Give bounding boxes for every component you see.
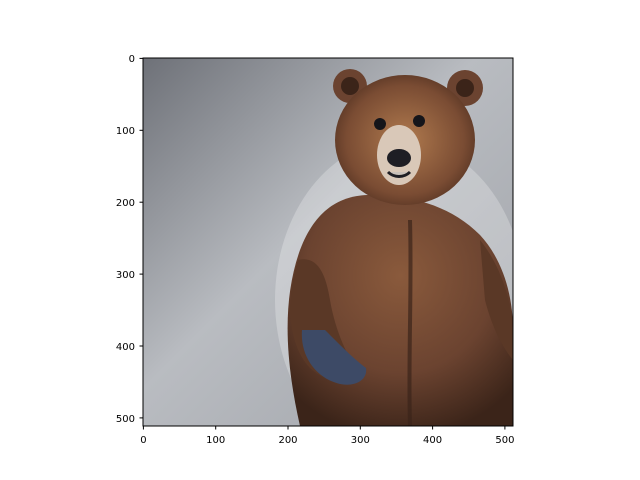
bear-right-arm <box>480 240 513 360</box>
x-axis: 0 100 200 300 400 500 <box>140 426 514 446</box>
y-tick-label: 100 <box>116 126 135 137</box>
y-axis: 0 100 200 300 400 500 <box>116 54 143 425</box>
x-tick-label: 500 <box>495 435 514 446</box>
bear-left-eye <box>374 118 386 130</box>
bear-photo <box>143 58 513 426</box>
y-tick-label: 0 <box>129 54 135 65</box>
y-tick-label: 200 <box>116 198 135 209</box>
bear-nose <box>387 149 411 167</box>
bear-left-paw <box>301 330 367 385</box>
bear-right-eye <box>413 115 425 127</box>
x-tick-label: 200 <box>278 435 297 446</box>
x-tick-label: 0 <box>140 435 146 446</box>
axes-frame <box>142 57 514 427</box>
x-tick-label: 300 <box>351 435 370 446</box>
y-tick-label: 500 <box>116 414 135 425</box>
y-tick-label: 300 <box>116 270 135 281</box>
y-tick-label: 400 <box>116 342 135 353</box>
x-tick-label: 400 <box>423 435 442 446</box>
x-tick-label: 100 <box>206 435 225 446</box>
